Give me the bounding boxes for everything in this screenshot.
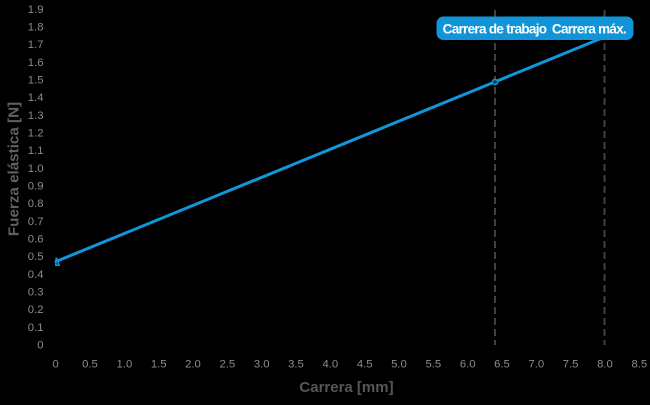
svg-text:2.5: 2.5 xyxy=(219,359,235,371)
svg-text:0.4: 0.4 xyxy=(28,269,44,281)
svg-text:7.0: 7.0 xyxy=(528,359,544,371)
svg-text:0.9: 0.9 xyxy=(28,181,44,193)
svg-text:0.5: 0.5 xyxy=(82,359,98,371)
svg-text:1.1: 1.1 xyxy=(28,145,44,157)
svg-text:1.4: 1.4 xyxy=(28,92,44,104)
svg-text:7.5: 7.5 xyxy=(563,359,579,371)
svg-text:1.3: 1.3 xyxy=(28,110,44,122)
svg-text:1.2: 1.2 xyxy=(28,128,44,140)
svg-text:0.2: 0.2 xyxy=(28,304,44,316)
svg-text:1.5: 1.5 xyxy=(151,359,167,371)
svg-text:1.7: 1.7 xyxy=(28,39,44,51)
svg-text:5.0: 5.0 xyxy=(391,359,407,371)
svg-text:0: 0 xyxy=(37,340,43,352)
svg-text:1.8: 1.8 xyxy=(28,21,44,33)
svg-text:0.3: 0.3 xyxy=(28,287,44,299)
svg-text:1.0: 1.0 xyxy=(117,359,133,371)
svg-text:0.8: 0.8 xyxy=(28,198,44,210)
svg-text:3.5: 3.5 xyxy=(288,359,304,371)
svg-text:1.6: 1.6 xyxy=(28,57,44,69)
svg-text:1.5: 1.5 xyxy=(28,75,44,87)
svg-text:0.5: 0.5 xyxy=(28,251,44,263)
svg-text:4.0: 4.0 xyxy=(322,359,338,371)
svg-text:8.5: 8.5 xyxy=(631,359,647,371)
svg-text:0: 0 xyxy=(53,359,59,371)
svg-text:Carrera [mm]: Carrera [mm] xyxy=(299,379,393,396)
svg-text:Carrera de trabajo: Carrera de trabajo xyxy=(443,21,547,36)
svg-text:2.0: 2.0 xyxy=(185,359,201,371)
svg-text:0.7: 0.7 xyxy=(28,216,44,228)
svg-text:3.0: 3.0 xyxy=(254,359,270,371)
svg-text:5.5: 5.5 xyxy=(425,359,441,371)
svg-text:6.0: 6.0 xyxy=(460,359,476,371)
svg-text:Carrera máx.: Carrera máx. xyxy=(552,21,626,36)
svg-text:4.5: 4.5 xyxy=(357,359,373,371)
svg-text:Fuerza elástica [N]: Fuerza elástica [N] xyxy=(5,102,22,236)
svg-text:1.0: 1.0 xyxy=(28,163,44,175)
svg-text:0.1: 0.1 xyxy=(28,322,44,334)
svg-text:8.0: 8.0 xyxy=(597,359,613,371)
svg-text:6.5: 6.5 xyxy=(494,359,510,371)
svg-text:1.9: 1.9 xyxy=(28,4,44,16)
svg-text:0.6: 0.6 xyxy=(28,234,44,246)
